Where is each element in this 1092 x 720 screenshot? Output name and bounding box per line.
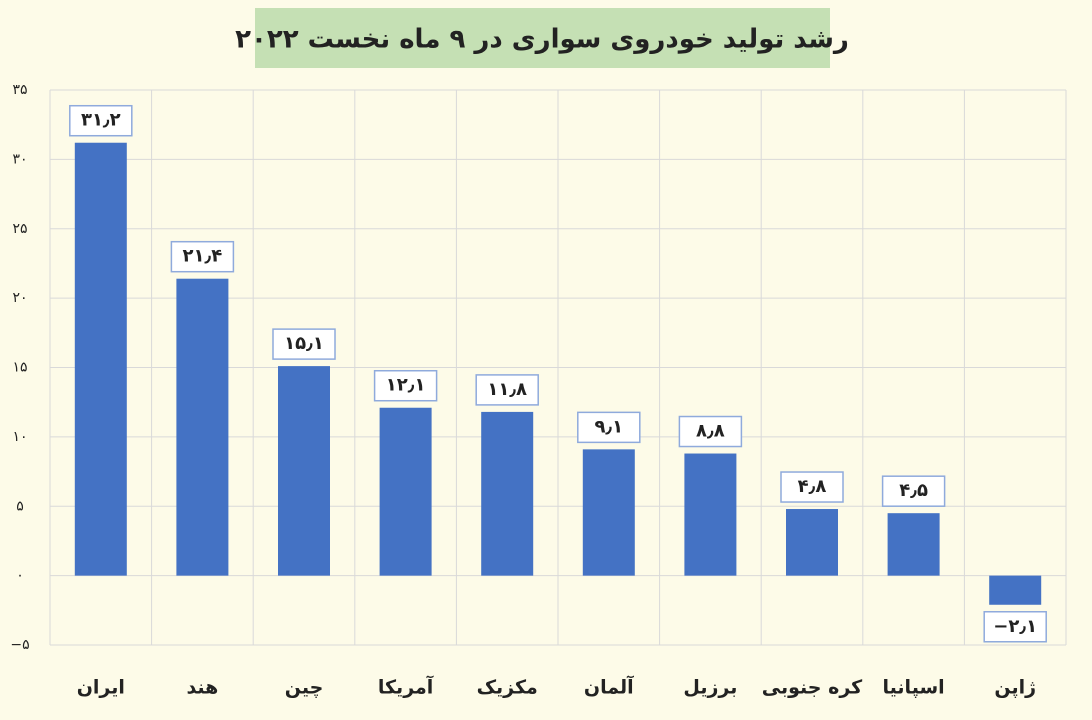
bar xyxy=(887,513,940,576)
value-label-box xyxy=(881,475,946,507)
value-label-box xyxy=(272,328,336,360)
bar xyxy=(278,366,330,576)
y-tick-label: ۳۰ xyxy=(12,151,27,167)
value-label-box xyxy=(475,374,539,406)
bar xyxy=(989,575,1042,605)
bar xyxy=(176,278,229,576)
x-tick-label: آلمان xyxy=(584,675,634,699)
y-tick-label: ۲۵ xyxy=(12,221,27,237)
y-tick-label: ۲۰ xyxy=(12,290,27,306)
value-label-box xyxy=(373,369,438,402)
x-tick-label: چین xyxy=(285,677,324,699)
chart-title: رشد تولید خودروی سواری در ۹ ماه نخست ۲۰۲… xyxy=(235,25,849,55)
bar xyxy=(786,509,838,576)
x-tick-label: هند xyxy=(186,677,218,699)
x-tick-label: ایران xyxy=(77,677,125,699)
value-label-box xyxy=(780,471,844,503)
value-label: ۱۱٫۸ xyxy=(487,379,527,400)
value-label-box xyxy=(577,411,641,444)
x-tick-label: ژاپن xyxy=(994,677,1036,699)
x-tick-label: برزیل xyxy=(683,677,737,699)
bar xyxy=(481,411,534,576)
bar xyxy=(684,453,737,576)
value-label: ۴٫۵ xyxy=(899,480,928,501)
value-label: ۱۵٫۱ xyxy=(284,333,324,354)
y-tick-label: ۱۵ xyxy=(12,360,27,376)
value-label: ۴٫۸ xyxy=(798,476,827,497)
x-tick-label: آمریکا xyxy=(378,675,434,699)
x-tick-label: اسپانیا xyxy=(883,677,945,699)
value-label: ۹٫۱ xyxy=(594,416,623,437)
value-label: ۲۱٫۴ xyxy=(183,246,223,267)
x-tick-label: کره جنوبی xyxy=(762,677,863,699)
value-label: ۳۱٫۲ xyxy=(81,110,121,131)
value-label-box xyxy=(69,104,133,137)
bar xyxy=(379,407,432,576)
y-tick-label: ۵ xyxy=(16,498,24,514)
y-tick-label: ۳۵ xyxy=(12,82,27,98)
y-tick-label: −۵ xyxy=(10,637,29,653)
y-tick-label: ۱۰ xyxy=(12,429,27,445)
x-tick-label: مکزیک xyxy=(477,677,538,699)
title-box xyxy=(255,8,830,68)
value-label-box xyxy=(983,611,1047,643)
value-label: −۲٫۱ xyxy=(993,616,1037,637)
value-label: ۱۲٫۱ xyxy=(386,375,426,396)
value-label-box xyxy=(170,240,235,273)
value-label-box xyxy=(678,415,743,448)
bar xyxy=(74,142,127,576)
bar xyxy=(582,449,635,576)
value-label: ۸٫۸ xyxy=(696,421,725,442)
y-tick-label: ۰ xyxy=(16,568,24,584)
